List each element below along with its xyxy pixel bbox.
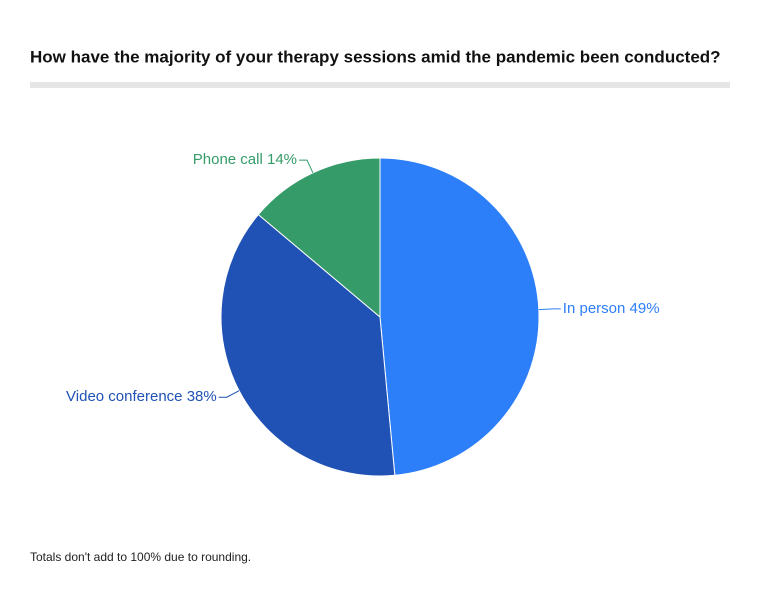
leader-line — [299, 159, 314, 174]
leader-line — [218, 390, 240, 398]
slice-value-label: 14% — [267, 151, 297, 168]
title-rule — [30, 82, 730, 88]
slice-label: Video conference 38% — [66, 388, 217, 405]
slice-category: Video conference — [66, 388, 182, 405]
slice-value-label: 38% — [187, 388, 217, 405]
pie-slice — [379, 157, 540, 476]
slice-label: In person 49% — [563, 300, 660, 317]
slice-label: Phone call 14% — [193, 151, 297, 168]
pie-slice — [220, 213, 396, 477]
slice-value-label: 49% — [630, 300, 660, 317]
chart-title: How have the majority of your therapy se… — [30, 47, 721, 66]
slice-category: In person — [563, 300, 626, 317]
footnote: Totals don't add to 100% due to rounding… — [30, 550, 251, 564]
slice-category: Phone call — [193, 151, 263, 168]
leader-line — [538, 308, 561, 311]
